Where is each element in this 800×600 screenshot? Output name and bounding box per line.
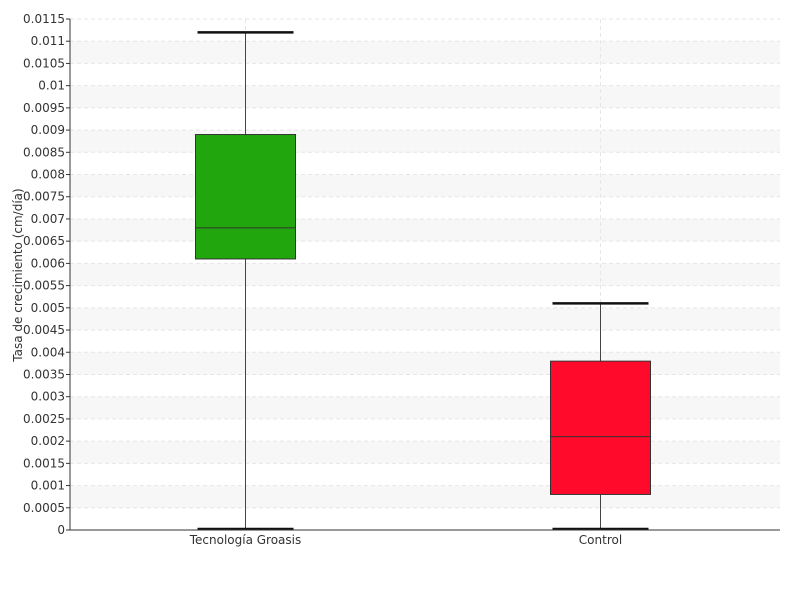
y-tick-label: 0.007 (31, 212, 65, 226)
box-iqr (195, 134, 296, 260)
y-tick-label: 0.001 (31, 479, 65, 493)
y-tick-label: 0.006 (31, 256, 65, 270)
boxes (195, 31, 651, 531)
y-axis-label: Tasa de crecimiento (cm/día) (11, 188, 25, 362)
y-tick-label: 0.01 (38, 79, 65, 93)
y-tick-label: 0.0095 (23, 101, 65, 115)
x-category-label: Control (579, 533, 622, 547)
y-tick-label: 0.0005 (23, 501, 65, 515)
grid-band (70, 218, 780, 242)
y-tick-label: 0.0045 (23, 323, 65, 337)
axes (69, 19, 780, 531)
y-tick-label: 0.005 (31, 301, 65, 315)
y-tick-label: 0.0115 (23, 12, 65, 26)
grid-band (70, 130, 780, 153)
y-tick-label: 0.009 (31, 123, 65, 137)
y-tick-label: 0.0105 (23, 56, 65, 70)
y-tick-label: 0.0035 (23, 367, 65, 381)
y-tick-label: 0.004 (31, 345, 65, 359)
box-2 (550, 302, 651, 531)
y-tick-label: 0.0075 (23, 190, 65, 204)
y-tick-label: 0.003 (31, 390, 65, 404)
x-categories: Tecnología Groasis Control (189, 533, 622, 547)
grid-band (70, 85, 780, 108)
grid-band (70, 441, 780, 464)
y-tick-label: 0.0025 (23, 412, 65, 426)
y-tick-label: 0.011 (31, 34, 65, 48)
y-tick-label: 0.0015 (23, 456, 65, 470)
grid-band (70, 352, 780, 375)
box-iqr (550, 360, 651, 495)
y-ticks: 0 0.0005 0.001 0.0015 0.002 0.0025 0.003 0.0035… (23, 12, 70, 537)
y-tick-label: 0.002 (31, 434, 65, 448)
grid-band (70, 396, 780, 419)
grid-band (70, 41, 780, 64)
y-tick-label: 0.008 (31, 168, 65, 182)
y-tick-label: 0.0085 (23, 145, 65, 159)
grid-band (70, 174, 780, 197)
grid-band (70, 485, 780, 508)
box-1 (195, 31, 296, 531)
y-tick-label: 0.0065 (23, 234, 65, 248)
grid-lines (70, 18, 780, 530)
grid-bands (70, 41, 780, 508)
grid-band (70, 307, 780, 331)
x-category-label: Tecnología Groasis (189, 533, 302, 547)
grid-band (70, 263, 780, 286)
y-tick-label: 0 (57, 523, 65, 537)
y-tick-label: 0.0055 (23, 279, 65, 293)
